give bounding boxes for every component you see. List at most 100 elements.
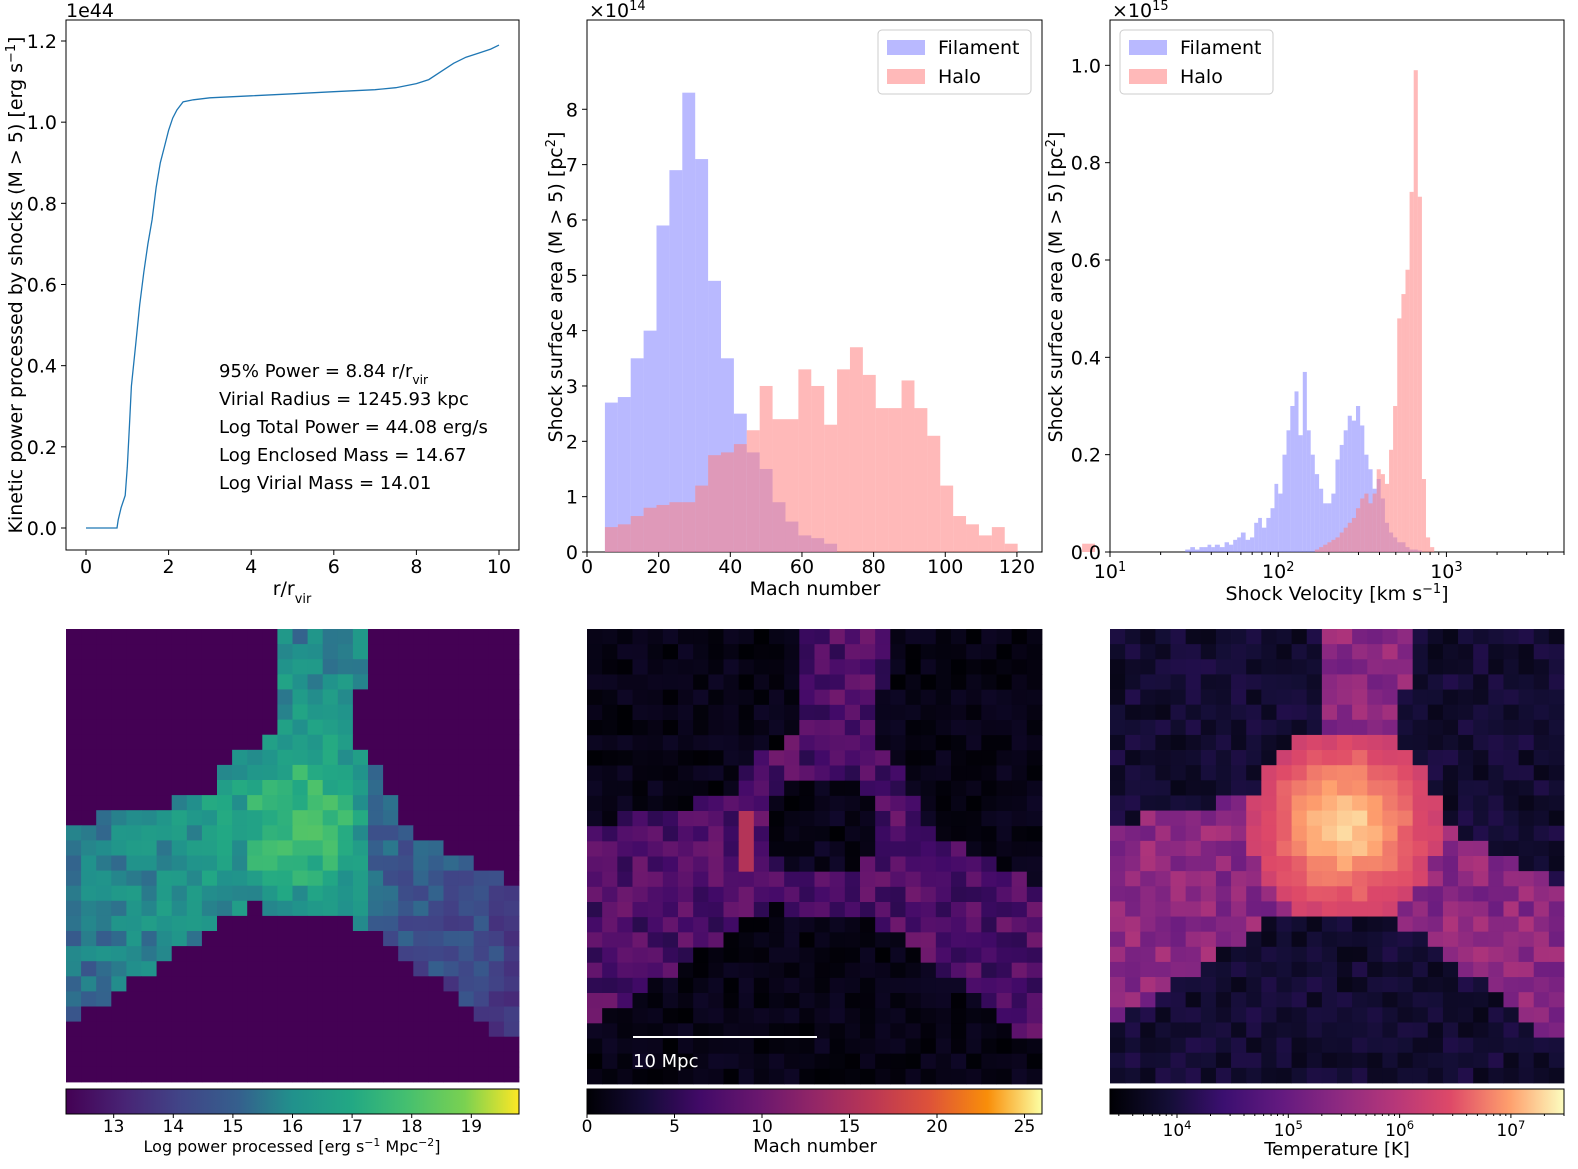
- temp-map-cell: [1261, 825, 1277, 842]
- mach-map-cell: [632, 1023, 649, 1039]
- mach-map-cell: [784, 1068, 800, 1085]
- temp-map-cell: [1548, 961, 1565, 978]
- mach-map-cell: [981, 1008, 997, 1024]
- power-map-cell: [383, 1021, 399, 1038]
- power-map-cell: [81, 825, 97, 841]
- mach-map-cell: [647, 811, 664, 827]
- power-map-cell: [277, 885, 293, 902]
- power-map-cell: [458, 689, 475, 705]
- mach-map-cell: [951, 704, 967, 721]
- temp-map-cell: [1170, 704, 1187, 721]
- temp-map-cell: [1261, 765, 1277, 781]
- power-map-cell: [307, 734, 324, 751]
- mach-map-cell: [829, 795, 846, 812]
- mach-map-cell: [981, 886, 997, 903]
- mach-map-cell: [693, 780, 709, 797]
- temp-map-cell: [1246, 1007, 1262, 1023]
- mach-map-cell: [693, 826, 709, 842]
- mach-map-cell: [951, 735, 967, 751]
- power-map-cell: [111, 931, 127, 947]
- mach-map-cell: [678, 841, 694, 857]
- mach-map-cell: [602, 902, 618, 918]
- power-map-cell: [352, 749, 369, 766]
- mach-map-cell: [905, 750, 922, 766]
- temp-map-cell: [1306, 992, 1323, 1008]
- temp-map-cell: [1397, 1052, 1414, 1069]
- power-map-cell: [66, 915, 82, 932]
- temp-map-cell: [1125, 961, 1141, 978]
- power-map-cell: [262, 780, 278, 796]
- temp-map-cell: [1488, 780, 1504, 796]
- mach-map-cell: [814, 826, 831, 842]
- mach-map-cell: [678, 765, 694, 782]
- mach-map-cell: [769, 674, 785, 691]
- mach-map-cell: [1026, 841, 1043, 857]
- temp-map-cell: [1291, 704, 1308, 721]
- temp-map-cell: [1382, 856, 1398, 872]
- power-map-cell: [398, 734, 414, 751]
- temp-map-cell: [1185, 916, 1202, 933]
- vel-hist-bar-halo: [1339, 532, 1344, 552]
- mach-map-cell: [996, 735, 1013, 751]
- mach-map-cell: [723, 917, 740, 933]
- temp-map-cell: [1110, 1037, 1126, 1054]
- mach-map-cell: [738, 659, 755, 675]
- power-xtick-label: 8: [410, 556, 422, 578]
- vel-hist-bar-halo: [1355, 508, 1361, 552]
- mach-map-cell: [632, 780, 649, 797]
- temp-map-cell: [1473, 1037, 1489, 1054]
- mach-map-cell: [693, 765, 709, 782]
- mach-map-cell: [905, 977, 922, 994]
- temp-map-cell: [1488, 871, 1504, 887]
- mach-map-cell: [920, 1053, 937, 1070]
- temp-map-cell: [1473, 931, 1489, 948]
- mach-map-cell: [662, 826, 679, 842]
- power-map-cell: [217, 719, 233, 736]
- mach-map-cell: [678, 750, 694, 766]
- power-map-cell: [473, 840, 490, 856]
- power-map-cell: [156, 795, 173, 811]
- mach-map-cell: [1026, 993, 1043, 1009]
- mach-map-cell: [1011, 932, 1028, 948]
- mach-map-cell: [829, 689, 846, 706]
- power-map-cell: [307, 810, 324, 826]
- mach-map-cell: [981, 811, 997, 827]
- temp-map-cell: [1306, 916, 1323, 933]
- mach-map-cell: [647, 1008, 664, 1024]
- power-map-cell: [368, 704, 384, 720]
- power-map-cell: [186, 1021, 203, 1038]
- temp-map-cell: [1200, 946, 1217, 963]
- temp-map-cell: [1427, 961, 1444, 978]
- power-map-cell: [262, 749, 278, 766]
- mach-hist-bar-halo: [1004, 543, 1018, 552]
- power-map-cell: [156, 1051, 173, 1068]
- temp-map-cell: [1215, 1052, 1232, 1069]
- power-map-cell: [141, 644, 157, 660]
- power-map-cell: [66, 946, 82, 962]
- mach-map-cell: [996, 629, 1013, 645]
- power-map-cell: [398, 825, 414, 841]
- temp-map-cell: [1246, 659, 1262, 675]
- power-map-cell: [307, 840, 324, 856]
- mach-map-cell: [935, 1008, 952, 1024]
- mach-map-cell: [723, 886, 740, 903]
- mach-map-cell: [935, 780, 952, 797]
- mach-hist-bar-halo: [643, 507, 657, 552]
- power-map-cell: [156, 825, 173, 841]
- temp-map-cell: [1185, 795, 1202, 811]
- mach-hist-bar-halo: [669, 502, 683, 552]
- power-map-cell: [126, 704, 142, 720]
- power-map-cell: [81, 900, 97, 917]
- power-map-cell: [277, 734, 293, 751]
- mach-map-cell: [935, 720, 952, 736]
- power-map-cell: [352, 1006, 369, 1022]
- temp-map-cell: [1382, 659, 1398, 675]
- temp-map-cell: [1442, 734, 1459, 751]
- mach-map-cell: [829, 720, 846, 736]
- power-map-cell: [443, 689, 459, 705]
- power-map-cell: [232, 900, 248, 917]
- temp-map-cell: [1427, 1037, 1444, 1054]
- temp-map-cell: [1533, 946, 1550, 963]
- temp-map-cell: [1125, 916, 1141, 933]
- temp-map-cell: [1473, 1022, 1489, 1038]
